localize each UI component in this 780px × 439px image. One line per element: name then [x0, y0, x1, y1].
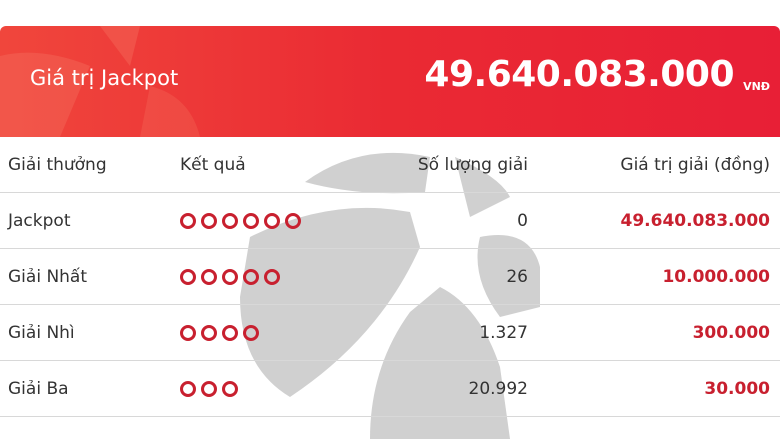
- prize-value: 300.000: [692, 322, 770, 343]
- result-ball-icon: [222, 324, 238, 341]
- prize-value: 49.640.083.000: [620, 210, 771, 231]
- prize-name: Giải Nhì: [8, 322, 75, 343]
- header-count: Số lượng giải: [417, 154, 528, 175]
- prize-name: Giải Nhất: [8, 266, 88, 287]
- result-ball-icon: [201, 324, 217, 341]
- table-row: Jackpot 0 49.640.083.000: [0, 193, 780, 249]
- result-balls: [180, 324, 259, 341]
- result-ball-icon: [243, 268, 259, 285]
- result-ball-icon: [243, 324, 259, 341]
- star-logo-watermark-icon: [0, 26, 200, 137]
- result-ball-icon: [201, 268, 217, 285]
- header-value: Giá trị giải (đồng): [620, 154, 770, 175]
- currency-unit: VNĐ: [743, 80, 770, 93]
- table-row: Giải Nhì 1.327 300.000: [0, 305, 780, 361]
- winner-count: 20.992: [468, 378, 528, 399]
- result-ball-icon: [222, 380, 238, 397]
- header-prize: Giải thưởng: [8, 154, 107, 175]
- header-result: Kết quả: [180, 154, 246, 175]
- result-ball-icon: [180, 380, 196, 397]
- star-watermark-icon: [240, 152, 540, 439]
- prize-table: Giải thưởng Kết quả Số lượng giải Giá tr…: [0, 137, 780, 417]
- jackpot-banner: Giá trị Jackpot 49.640.083.000 VNĐ: [0, 26, 780, 137]
- result-ball-icon: [264, 268, 280, 285]
- table-row: Giải Ba 20.992 30.000: [0, 361, 780, 417]
- result-balls: [180, 268, 280, 285]
- result-balls: [180, 212, 301, 229]
- result-ball-icon: [243, 212, 259, 229]
- result-ball-icon: [180, 324, 196, 341]
- result-ball-icon: [222, 268, 238, 285]
- winner-count: 0: [517, 210, 528, 231]
- result-ball-icon: [264, 212, 280, 229]
- result-ball-icon: [201, 380, 217, 397]
- result-ball-icon: [285, 212, 301, 229]
- prize-value: 30.000: [704, 378, 770, 399]
- result-ball-icon: [222, 212, 238, 229]
- result-balls: [180, 380, 238, 397]
- prize-name: Jackpot: [8, 210, 71, 231]
- winner-count: 26: [506, 266, 528, 287]
- prize-name: Giải Ba: [8, 378, 69, 399]
- winner-count: 1.327: [479, 322, 528, 343]
- table-header: Giải thưởng Kết quả Số lượng giải Giá tr…: [0, 137, 780, 193]
- result-ball-icon: [180, 268, 196, 285]
- result-ball-icon: [201, 212, 217, 229]
- result-ball-icon: [180, 212, 196, 229]
- table-row: Giải Nhất 26 10.000.000: [0, 249, 780, 305]
- prize-value: 10.000.000: [662, 266, 770, 287]
- jackpot-label: Giá trị Jackpot: [30, 66, 179, 90]
- jackpot-value: 49.640.083.000: [424, 54, 734, 95]
